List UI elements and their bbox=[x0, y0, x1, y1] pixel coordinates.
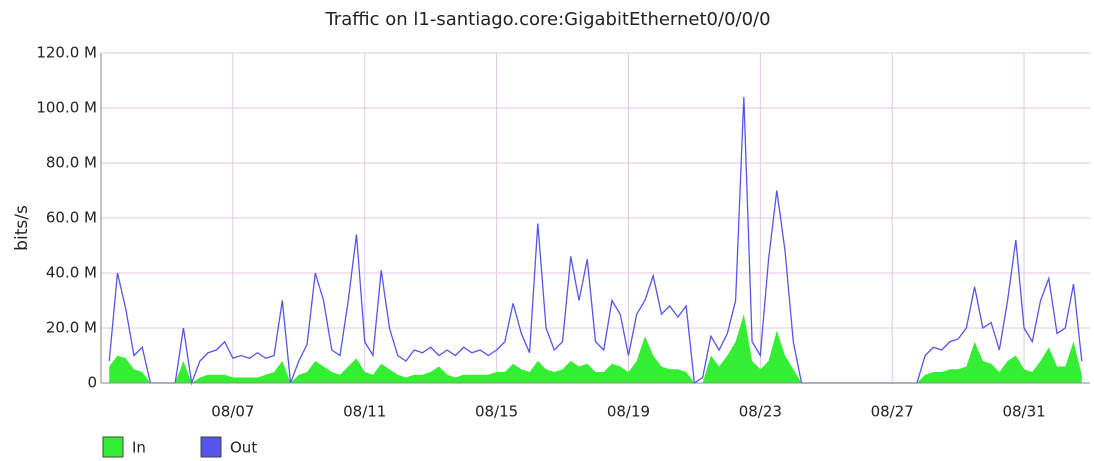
chart-title: Traffic on l1-santiago.core:GigabitEther… bbox=[324, 9, 770, 30]
y-tick-label: 80.0 M bbox=[46, 154, 97, 172]
y-tick-label: 100.0 M bbox=[36, 99, 97, 117]
x-tick-label: 08/19 bbox=[607, 403, 650, 421]
x-tick-label: 08/11 bbox=[343, 403, 386, 421]
x-tick-label: 08/15 bbox=[475, 403, 518, 421]
y-tick-label: 40.0 M bbox=[46, 264, 97, 282]
y-tick-label: 120.0 M bbox=[36, 44, 97, 62]
y-axis-label: bits/s bbox=[12, 205, 32, 251]
legend-label: Out bbox=[230, 439, 257, 457]
y-tick-label: 20.0 M bbox=[46, 319, 97, 337]
legend-swatch bbox=[200, 436, 222, 458]
area bbox=[109, 314, 1082, 383]
y-tick-label: 60.0 M bbox=[46, 209, 97, 227]
line bbox=[108, 96, 1083, 386]
x-tick-label: 08/23 bbox=[739, 403, 782, 421]
x-tick-label: 08/27 bbox=[871, 403, 914, 421]
x-tick-label: 08/31 bbox=[1002, 403, 1045, 421]
x-tick-label: 08/07 bbox=[211, 403, 254, 421]
y-tick-label: 0 bbox=[87, 374, 97, 392]
legend-swatch bbox=[102, 436, 124, 458]
legend-label: In bbox=[132, 439, 146, 457]
